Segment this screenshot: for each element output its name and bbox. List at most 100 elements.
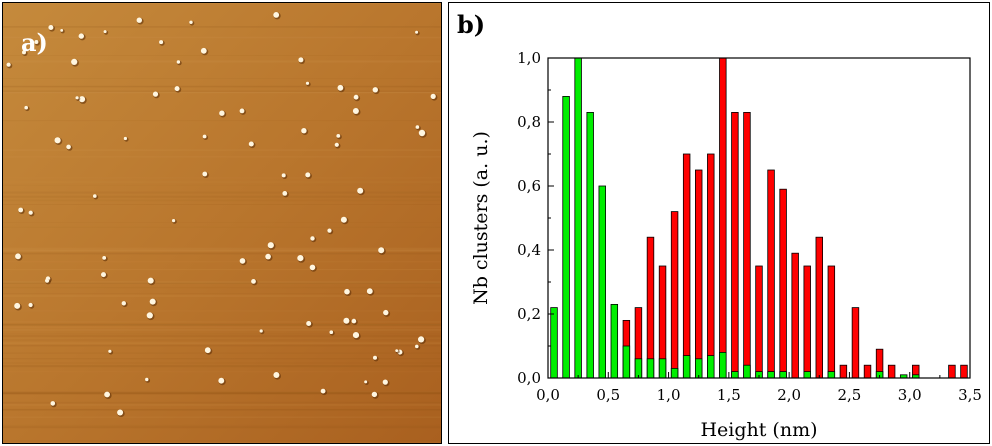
y-tick-label: 0,6 (517, 177, 541, 195)
cluster-dot (418, 129, 426, 137)
cluster-dot (101, 272, 106, 278)
x-tick-label: 3,5 (958, 386, 982, 404)
scan-line (3, 36, 441, 39)
cluster-dot (204, 347, 211, 354)
scan-line (3, 416, 441, 419)
bars-group (550, 57, 968, 379)
bar-series-2 (682, 355, 691, 379)
cluster-dot (383, 309, 389, 316)
y-axis-label: Nb clusters (a. u.) (470, 131, 492, 305)
scan-line (3, 55, 441, 56)
cluster-dot (273, 372, 280, 378)
y-tick-label: 0,2 (517, 305, 541, 323)
bar-series-1 (731, 112, 739, 379)
scan-line (3, 402, 441, 405)
x-axis-ticks: 0,0 0,5 1,0 1,5 2,0 2,5 3,0 3,5 (536, 372, 982, 404)
bar-series-2 (646, 358, 655, 379)
x-tick-label: 1,0 (657, 386, 681, 404)
scan-line (3, 393, 441, 395)
scan-line (3, 295, 441, 297)
cluster-dot (15, 253, 21, 260)
cluster-dot (298, 57, 304, 63)
cluster-dot (415, 30, 419, 34)
bar-series-2 (598, 185, 606, 379)
cluster-dot (265, 253, 271, 260)
cluster-dot (343, 317, 350, 324)
cluster-dot (378, 247, 385, 254)
scan-line (3, 120, 441, 122)
y-axis-ticks: 0,0 0,2 0,4 0,6 0,8 1,0 (517, 49, 554, 387)
bar-series-2 (658, 358, 667, 379)
cluster-dot (281, 173, 286, 178)
cluster-dot (334, 142, 339, 147)
cluster-dot (415, 125, 420, 129)
scan-line (3, 371, 441, 373)
cluster-dot (372, 87, 378, 93)
afm-background (3, 3, 441, 443)
scan-line (3, 342, 441, 344)
panel-a-label: a) (21, 28, 48, 57)
cluster-dot (78, 33, 85, 39)
cluster-dot (344, 288, 350, 295)
bar-series-1 (743, 112, 751, 379)
bar-series-1 (815, 236, 824, 379)
bar-series-2 (562, 96, 570, 379)
cluster-dot (340, 216, 347, 223)
cluster-dot (415, 344, 419, 349)
scan-line (3, 26, 441, 28)
cluster-dot (66, 144, 71, 150)
cluster-dot (353, 94, 359, 100)
cluster-dot (174, 86, 180, 92)
cluster-dot (351, 318, 357, 324)
bar-series-1 (887, 364, 896, 379)
cluster-dot (22, 50, 26, 55)
scan-line (3, 424, 441, 427)
x-tick-label: 3,0 (898, 386, 922, 404)
cluster-dot (18, 207, 24, 213)
y-tick-label: 0,4 (517, 241, 541, 259)
scan-line (3, 250, 441, 252)
cluster-dot (28, 302, 33, 308)
scan-line (3, 177, 441, 179)
scan-line (3, 149, 441, 151)
cluster-dot (297, 255, 304, 262)
bar-series-1 (646, 236, 655, 379)
cluster-dot (149, 298, 156, 305)
panel-b-label: b) (457, 10, 485, 39)
bar-series-1 (791, 252, 799, 379)
cluster-dot (103, 30, 107, 34)
bar-series-1 (863, 364, 872, 379)
scan-line (3, 345, 441, 347)
bar-series-1 (670, 211, 679, 379)
bar-series-1 (803, 265, 811, 379)
afm-image-panel: a) (2, 2, 442, 444)
bar-series-2 (670, 367, 679, 379)
cluster-dot (202, 171, 208, 177)
scan-line (3, 391, 441, 394)
scan-line (3, 392, 441, 395)
cluster-dot (123, 136, 127, 141)
scan-line (3, 184, 441, 186)
cluster-dot (248, 141, 254, 147)
cluster-dot (373, 355, 377, 360)
scan-line (3, 321, 441, 323)
scan-line (3, 199, 441, 202)
bar-series-2 (719, 351, 727, 379)
scan-line (3, 249, 441, 251)
cluster-dot (6, 62, 11, 67)
cluster-dot (273, 12, 280, 18)
cluster-dot (430, 93, 436, 99)
x-tick-label: 1,5 (717, 386, 741, 404)
x-tick-label: 2,5 (837, 386, 861, 404)
cluster-dot (145, 377, 149, 382)
scan-line (3, 404, 441, 406)
afm-scan-lines (3, 3, 441, 443)
scan-line (3, 156, 441, 158)
scan-line (3, 391, 441, 393)
cluster-dot (371, 391, 378, 398)
scan-line (3, 261, 441, 263)
bar-series-2 (550, 307, 558, 379)
cluster-dot (218, 377, 225, 384)
cluster-dot (320, 388, 326, 394)
scan-line (3, 337, 441, 339)
